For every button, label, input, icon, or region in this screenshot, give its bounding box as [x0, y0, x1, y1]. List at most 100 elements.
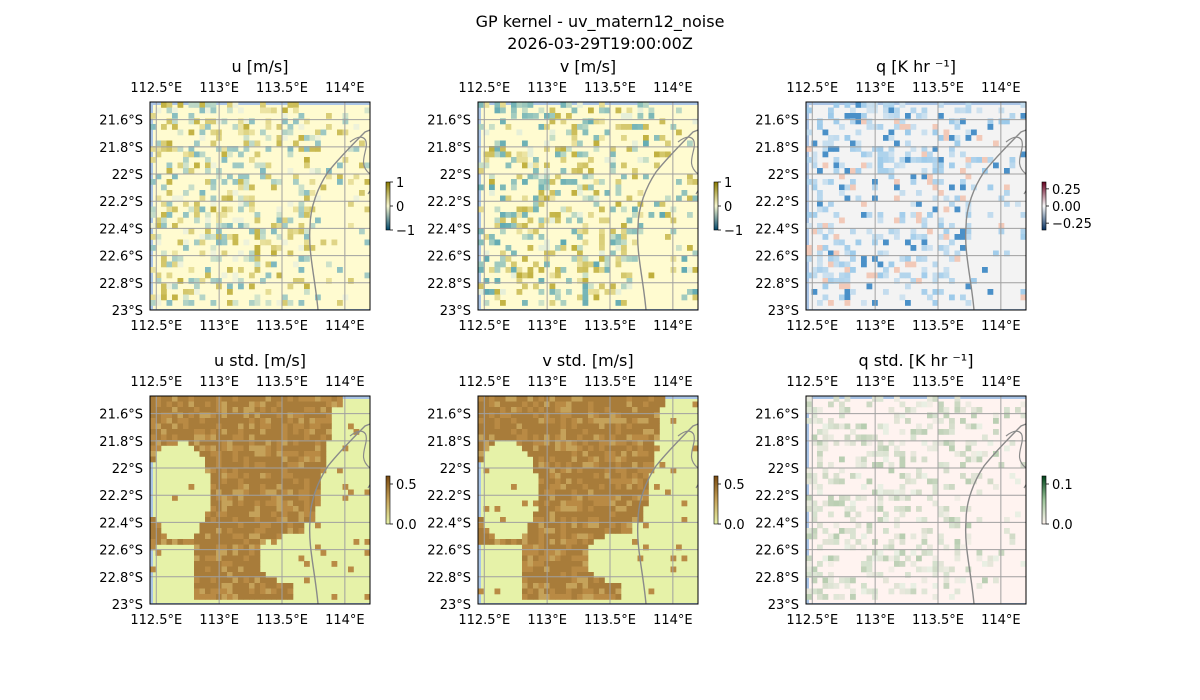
- y-tick-label: 23°S: [768, 304, 799, 319]
- x-tick-label-top: 113°E: [855, 375, 895, 390]
- axes-frame: [477, 101, 699, 311]
- heatmap-background: [481, 105, 698, 309]
- x-tick-label: 114°E: [325, 613, 365, 628]
- panel-title: q std. [K hr ⁻¹]: [859, 351, 974, 370]
- y-tick-label: 21.8°S: [755, 141, 799, 156]
- y-tick-label: 22.8°S: [99, 571, 143, 586]
- colorbar-tick-label: 0.0: [1052, 518, 1073, 533]
- y-tick-label: 22.6°S: [427, 544, 471, 559]
- gridlines: [806, 102, 1026, 310]
- x-tick-label-top: 114°E: [653, 375, 693, 390]
- x-tick-label-top: 112.5°E: [786, 81, 838, 96]
- coastline-peninsula: [677, 430, 698, 489]
- y-tick-label: 21.8°S: [427, 435, 471, 450]
- colorbar-tick-label: 0.5: [724, 478, 745, 493]
- panel-qstd: q std. [K hr ⁻¹] 112.5°E 112.5°E 113°E 113°E…: [755, 351, 1072, 628]
- panel-title: u [m/s]: [231, 57, 288, 76]
- colorbar-tick-label: 0: [724, 200, 732, 215]
- y-tick-label: 22°S: [440, 168, 471, 183]
- y-tick-label: 22°S: [112, 168, 143, 183]
- x-tick-label: 113.5°E: [256, 613, 308, 628]
- y-tick-label: 21.8°S: [427, 141, 471, 156]
- panel-v: v [m/s]112.5°E112.5°E113°E113°E113.5°E11…: [427, 57, 743, 334]
- coastline: [636, 423, 698, 604]
- heatmap-cells: [478, 102, 698, 306]
- y-tick-label: 22.2°S: [755, 195, 799, 210]
- coastline-peninsula: [1005, 136, 1026, 195]
- y-tick-label: 22.8°S: [755, 277, 799, 292]
- colorbar-tick-label: 0.00: [1052, 200, 1081, 215]
- y-tick-label: 22.8°S: [99, 277, 143, 292]
- y-tick-label: 23°S: [112, 304, 143, 319]
- y-tick-label: 21.6°S: [755, 408, 799, 423]
- x-tick-label-top: 113.5°E: [256, 375, 308, 390]
- y-tick-label: 22.6°S: [755, 250, 799, 265]
- x-tick-label: 113.5°E: [912, 613, 964, 628]
- x-tick-label: 114°E: [981, 319, 1021, 334]
- y-tick-label: 22.4°S: [427, 222, 471, 237]
- panel-q: q [K hr ⁻¹] 112.5°E 112.5°E 113°E 113°E 113.5…: [755, 57, 1092, 334]
- x-tick-label: 113.5°E: [912, 319, 964, 334]
- gridlines: [478, 396, 698, 604]
- colorbar: [385, 475, 391, 525]
- x-tick-label-top: 113.5°E: [256, 81, 308, 96]
- axes-frame: [805, 395, 1027, 605]
- x-tick-label: 112.5°E: [786, 319, 838, 334]
- x-tick-label: 112.5°E: [130, 319, 182, 334]
- x-tick-label-top: 113.5°E: [584, 375, 636, 390]
- x-tick-label-top: 112.5°E: [786, 375, 838, 390]
- y-tick-label: 22°S: [768, 168, 799, 183]
- y-tick-label: 21.6°S: [427, 114, 471, 129]
- y-tick-label: 22.6°S: [99, 250, 143, 265]
- x-tick-label: 113.5°E: [256, 319, 308, 334]
- x-tick-label: 112.5°E: [458, 319, 510, 334]
- y-tick-label: 22°S: [440, 462, 471, 477]
- y-tick-label: 22.8°S: [755, 571, 799, 586]
- axes-frame: [149, 101, 371, 311]
- colorbar-tick-label: 0.25: [1052, 183, 1081, 198]
- colorbar-tick-label: 1: [724, 176, 732, 191]
- y-tick-label: 22.4°S: [99, 222, 143, 237]
- axes-frame: [805, 101, 1027, 311]
- colorbar: [713, 181, 719, 231]
- y-tick-label: 22.2°S: [99, 195, 143, 210]
- x-tick-label-top: 113°E: [199, 81, 239, 96]
- y-tick-label: 22.4°S: [755, 222, 799, 237]
- figure-title: GP kernel - uv_matern12_noise: [476, 12, 725, 32]
- x-tick-label: 113°E: [199, 613, 239, 628]
- x-tick-label: 113.5°E: [584, 613, 636, 628]
- y-tick-label: 22.4°S: [99, 516, 143, 531]
- coastline-peninsula: [349, 136, 370, 195]
- x-tick-label: 113°E: [527, 613, 567, 628]
- coastline: [636, 129, 698, 310]
- x-tick-label-top: 113°E: [199, 375, 239, 390]
- coastline-peninsula: [1005, 430, 1026, 489]
- x-tick-label-top: 114°E: [653, 81, 693, 96]
- x-tick-label-top: 112.5°E: [130, 375, 182, 390]
- y-tick-label: 22.6°S: [755, 544, 799, 559]
- gridlines: [150, 102, 370, 310]
- colorbar-tick-label: 0.0: [724, 518, 745, 533]
- axes-frame: [477, 395, 699, 605]
- x-tick-label-top: 113.5°E: [912, 81, 964, 96]
- coastline: [964, 129, 1026, 310]
- x-tick-label: 113°E: [199, 319, 239, 334]
- panel-title: q [K hr ⁻¹]: [876, 57, 956, 76]
- x-tick-label-top: 113°E: [855, 81, 895, 96]
- figure-subtitle: 2026-03-29T19:00:00Z: [507, 34, 693, 53]
- y-tick-label: 22.6°S: [99, 544, 143, 559]
- y-tick-label: 22.2°S: [427, 195, 471, 210]
- axes-frame: [149, 395, 371, 605]
- y-tick-label: 23°S: [440, 598, 471, 613]
- x-tick-label-top: 112.5°E: [458, 81, 510, 96]
- coastline: [308, 423, 370, 604]
- panel-title: u std. [m/s]: [214, 351, 306, 370]
- x-tick-label-top: 113°E: [527, 375, 567, 390]
- y-tick-label: 22°S: [112, 462, 143, 477]
- colorbar-tick-label: −1: [724, 224, 743, 239]
- x-tick-label-top: 113.5°E: [584, 81, 636, 96]
- coastline-peninsula: [349, 430, 370, 489]
- panel-vstd: v std. [m/s] 112.5°E 112.5°E 113°E 113°E 113.…: [427, 351, 744, 628]
